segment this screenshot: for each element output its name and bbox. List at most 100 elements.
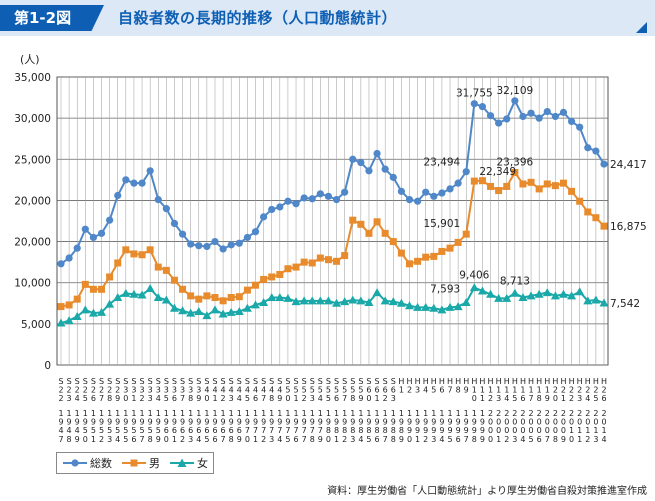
x-tick-year-char: 8 [326, 426, 331, 435]
x-tick-char: 3 [67, 394, 72, 403]
data-point [422, 253, 430, 261]
series-total [57, 97, 608, 268]
x-tick-year-char: 9 [269, 418, 274, 427]
data-label: 9,406 [459, 270, 489, 282]
x-tick-year-char: 9 [75, 435, 80, 444]
x-tick-char: H [455, 377, 461, 386]
data-point [365, 229, 373, 237]
x-tick-year-char: 8 [391, 426, 396, 435]
x-tick-year-char: 7 [302, 426, 307, 435]
x-tick-year-char: 9 [196, 418, 201, 427]
data-point [178, 306, 188, 315]
data-point [502, 293, 512, 302]
data-point [404, 301, 414, 310]
x-tick-year-char: 5 [447, 435, 452, 444]
x-tick-char: 6 [253, 394, 258, 403]
x-tick-year-char: 1 [593, 426, 598, 435]
x-tick-year-char: 9 [310, 418, 315, 427]
x-tick-char: 2 [83, 386, 88, 395]
x-tick-year-char: 9 [212, 418, 217, 427]
x-tick-char: 1 [131, 394, 136, 403]
x-tick-char: 3 [180, 386, 185, 395]
x-tick-char: S [131, 377, 136, 386]
x-tick-year-char: 1 [180, 409, 185, 418]
x-tick-char: S [180, 377, 185, 386]
data-point [219, 297, 227, 305]
x-tick-char: 1 [488, 386, 493, 395]
x-tick-year-char: 5 [156, 426, 161, 435]
x-tick-char: S [148, 377, 153, 386]
x-tick-year-char: 9 [139, 418, 144, 427]
data-point [113, 293, 123, 302]
x-tick-char: 9 [545, 394, 550, 403]
data-label: 24,417 [610, 159, 647, 171]
x-tick-year-char: 1 [577, 426, 582, 435]
x-tick-char: 7 [261, 394, 266, 403]
x-tick-char: 4 [229, 386, 234, 395]
x-tick-year-char: 7 [245, 426, 250, 435]
x-tick-year-char: 1 [237, 409, 242, 418]
x-tick-char: H [463, 377, 469, 386]
x-tick-year-char: 3 [188, 435, 193, 444]
data-point [81, 280, 89, 288]
x-tick-year-char: 2 [520, 409, 525, 418]
x-tick-char: S [67, 377, 72, 386]
x-tick-year-char: 5 [83, 426, 88, 435]
data-point [559, 179, 567, 187]
x-tick-char: 4 [237, 386, 242, 395]
x-tick-char: 3 [148, 394, 153, 403]
data-point [260, 275, 268, 283]
data-point [88, 308, 98, 317]
x-tick-year-char: 5 [99, 426, 104, 435]
data-point [599, 298, 609, 307]
data-point [114, 259, 122, 267]
x-tick-year-char: 9 [480, 435, 485, 444]
data-point [357, 158, 365, 167]
x-tick-char: S [221, 377, 226, 386]
data-point [534, 289, 544, 298]
data-point [445, 302, 455, 311]
x-tick-char: 3 [229, 394, 234, 403]
x-tick-year-char: 1 [310, 409, 315, 418]
x-tick-year-char: 1 [99, 409, 104, 418]
x-tick-year-char: 1 [342, 409, 347, 418]
x-tick-year-char: 2 [537, 409, 542, 418]
x-tick-char: H [528, 377, 534, 386]
data-point [388, 297, 398, 306]
x-tick-char: 6 [375, 386, 380, 395]
data-point [235, 239, 243, 247]
x-tick-char: 2 [488, 394, 493, 403]
data-point [414, 257, 422, 265]
legend-item-female: 女 [170, 455, 208, 471]
data-point [308, 259, 316, 267]
data-point [234, 307, 244, 316]
x-tick-char: 7 [342, 394, 347, 403]
x-tick-year-char: 9 [318, 435, 323, 444]
data-point [397, 187, 405, 195]
x-tick-year-char: 5 [285, 435, 290, 444]
data-point [65, 254, 73, 262]
data-point [138, 179, 146, 187]
data-point [218, 309, 228, 318]
figure-label: 第1-2図 [0, 5, 104, 31]
x-tick-char: 6 [520, 394, 525, 403]
data-label: 23,396 [496, 156, 533, 168]
data-point [170, 219, 179, 228]
x-tick-year-char: 0 [488, 418, 493, 427]
data-point [542, 288, 552, 297]
x-tick-char: 1 [512, 386, 517, 395]
x-tick-year-char: 9 [561, 435, 566, 444]
data-point [349, 155, 357, 163]
